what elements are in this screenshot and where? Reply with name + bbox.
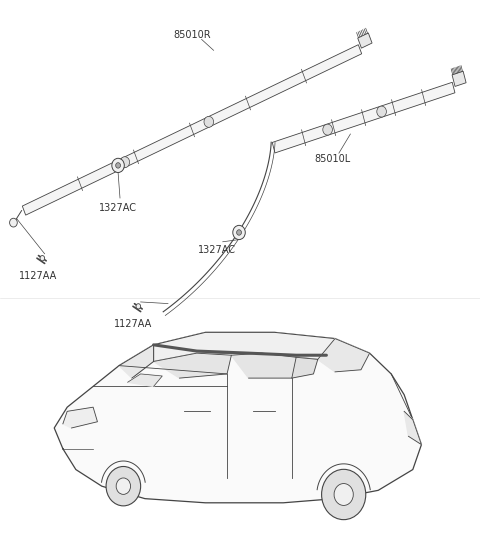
Text: 1327AC: 1327AC bbox=[98, 203, 137, 213]
Polygon shape bbox=[404, 411, 421, 445]
Polygon shape bbox=[154, 353, 231, 378]
Polygon shape bbox=[128, 374, 162, 386]
Circle shape bbox=[116, 478, 131, 494]
Text: 85010R: 85010R bbox=[173, 30, 211, 40]
Polygon shape bbox=[358, 33, 372, 48]
Polygon shape bbox=[452, 71, 466, 86]
Polygon shape bbox=[318, 339, 370, 372]
Polygon shape bbox=[23, 45, 361, 215]
Circle shape bbox=[40, 255, 45, 261]
Circle shape bbox=[334, 484, 353, 505]
Circle shape bbox=[112, 158, 124, 172]
Text: 1127AA: 1127AA bbox=[19, 271, 58, 281]
Polygon shape bbox=[54, 333, 421, 503]
Circle shape bbox=[233, 225, 245, 240]
Polygon shape bbox=[63, 407, 97, 428]
Polygon shape bbox=[231, 353, 296, 378]
Text: 85010L: 85010L bbox=[314, 154, 350, 164]
Circle shape bbox=[136, 304, 141, 309]
Circle shape bbox=[322, 469, 366, 520]
Polygon shape bbox=[154, 333, 370, 362]
Circle shape bbox=[10, 218, 17, 227]
Polygon shape bbox=[292, 357, 318, 378]
Circle shape bbox=[106, 467, 141, 506]
Polygon shape bbox=[119, 345, 154, 378]
Circle shape bbox=[120, 156, 130, 167]
Text: 1327AC: 1327AC bbox=[198, 245, 236, 255]
Polygon shape bbox=[272, 82, 455, 153]
Circle shape bbox=[237, 230, 241, 235]
Circle shape bbox=[204, 117, 214, 127]
Circle shape bbox=[116, 162, 120, 168]
Text: 1127AA: 1127AA bbox=[114, 319, 153, 329]
Circle shape bbox=[323, 124, 332, 135]
Circle shape bbox=[377, 106, 386, 117]
